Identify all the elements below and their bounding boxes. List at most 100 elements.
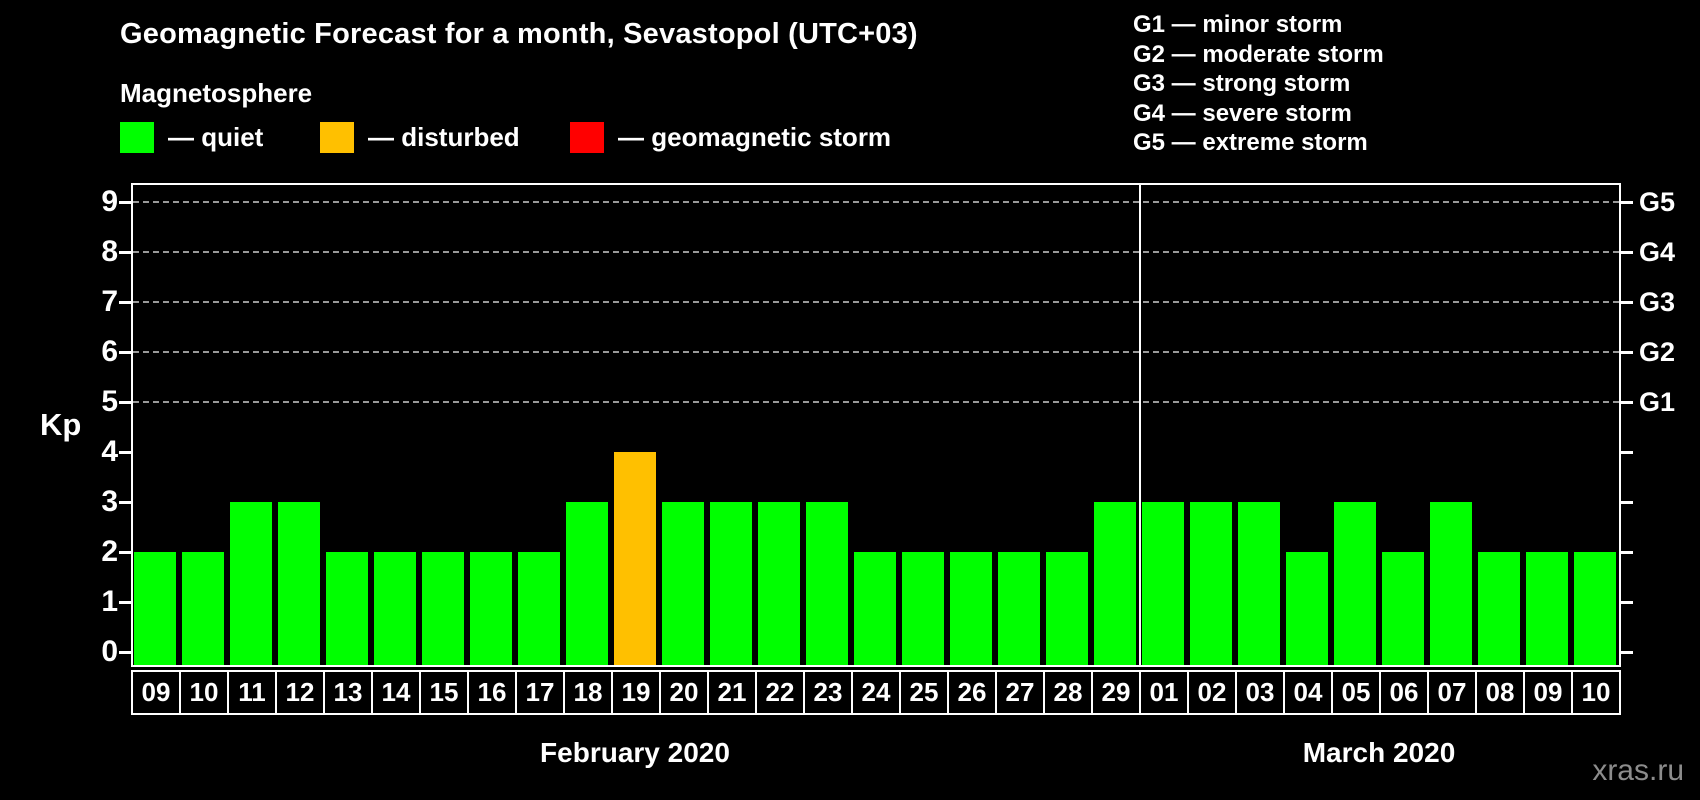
date-cell: 14 xyxy=(371,670,421,715)
right-axis-tick xyxy=(1621,351,1633,354)
g5-legend-line: G5 — extreme storm xyxy=(1133,129,1368,156)
y-tick-label: 1 xyxy=(101,585,118,618)
kp-bar xyxy=(710,502,752,665)
kp-bar xyxy=(278,502,320,665)
gridline xyxy=(133,301,1619,303)
g-level-label: G2 xyxy=(1639,337,1676,367)
kp-bar xyxy=(614,452,656,665)
month-label: March 2020 xyxy=(1302,737,1456,768)
disturbed-color-swatch xyxy=(320,121,354,153)
date-cell: 08 xyxy=(1475,670,1525,715)
date-cell: 04 xyxy=(1283,670,1333,715)
kp-bar xyxy=(1334,502,1376,665)
kp-bar xyxy=(374,552,416,665)
legend-item-quiet: — quiet xyxy=(120,120,263,154)
date-cell: 12 xyxy=(275,670,325,715)
legend-item-disturbed: — disturbed xyxy=(320,120,520,154)
date-cell: 05 xyxy=(1331,670,1381,715)
y-tick-label: 5 xyxy=(101,385,118,418)
kp-bar xyxy=(662,502,704,665)
legend-label: — disturbed xyxy=(368,121,520,152)
kp-bar xyxy=(1190,502,1232,665)
plot-area xyxy=(131,183,1621,667)
g-level-label: G1 xyxy=(1639,387,1676,417)
date-cell: 20 xyxy=(659,670,709,715)
g-level-label: G3 xyxy=(1639,287,1676,317)
legend-label: — geomagnetic storm xyxy=(618,121,892,152)
kp-bar xyxy=(1142,502,1184,665)
date-cell: 19 xyxy=(611,670,661,715)
left-axis-tick xyxy=(119,551,131,554)
date-cell: 21 xyxy=(707,670,757,715)
date-cell: 09 xyxy=(1523,670,1573,715)
kp-bar xyxy=(1574,552,1616,665)
kp-bar xyxy=(950,552,992,665)
date-cell: 26 xyxy=(947,670,997,715)
legend-label: — quiet xyxy=(168,121,264,152)
y-tick-label: 7 xyxy=(101,285,118,318)
right-axis-tick xyxy=(1621,301,1633,304)
date-cell: 09 xyxy=(131,670,181,715)
right-axis-tick xyxy=(1621,251,1633,254)
kp-bar xyxy=(518,552,560,665)
date-cell: 06 xyxy=(1379,670,1429,715)
legend-item-storm: — geomagnetic storm xyxy=(570,120,891,154)
quiet-color-swatch xyxy=(120,121,154,153)
left-axis-tick xyxy=(119,651,131,654)
month-separator xyxy=(1139,185,1141,665)
kp-bar xyxy=(566,502,608,665)
g-level-label: G5 xyxy=(1639,187,1676,217)
magnetosphere-label: Magnetosphere xyxy=(120,78,313,108)
kp-bar xyxy=(230,502,272,665)
date-cell: 23 xyxy=(803,670,853,715)
left-axis-tick xyxy=(119,251,131,254)
right-axis-tick xyxy=(1621,451,1633,454)
y-tick-label: 8 xyxy=(101,235,118,268)
right-axis-tick xyxy=(1621,201,1633,204)
left-axis-tick xyxy=(119,451,131,454)
kp-bar xyxy=(326,552,368,665)
kp-bar xyxy=(1382,552,1424,665)
date-cell: 24 xyxy=(851,670,901,715)
right-axis-tick xyxy=(1621,651,1633,654)
date-cell: 01 xyxy=(1139,670,1189,715)
gridline xyxy=(133,401,1619,403)
plot-inner xyxy=(133,185,1619,665)
g-scale-legend: G1 — minor storm G2 — moderate storm G3 … xyxy=(1133,10,1384,158)
left-axis-tick xyxy=(119,201,131,204)
right-axis-tick xyxy=(1621,501,1633,504)
kp-bar xyxy=(182,552,224,665)
g1-legend-line: G1 — minor storm xyxy=(1133,11,1343,38)
y-axis-title: Kp xyxy=(40,407,82,442)
date-cell: 07 xyxy=(1427,670,1477,715)
gridline xyxy=(133,351,1619,353)
right-axis-tick xyxy=(1621,551,1633,554)
date-cell: 11 xyxy=(227,670,277,715)
left-axis-tick xyxy=(119,501,131,504)
date-cell: 10 xyxy=(1571,670,1621,715)
g3-legend-line: G3 — strong storm xyxy=(1133,70,1351,97)
left-axis-tick xyxy=(119,401,131,404)
date-cell: 03 xyxy=(1235,670,1285,715)
date-cell: 29 xyxy=(1091,670,1141,715)
date-cell: 25 xyxy=(899,670,949,715)
y-tick-label: 6 xyxy=(101,335,118,368)
left-axis-tick xyxy=(119,301,131,304)
month-label: February 2020 xyxy=(540,737,730,768)
gridline xyxy=(133,201,1619,203)
right-axis-tick xyxy=(1621,601,1633,604)
date-cell: 27 xyxy=(995,670,1045,715)
date-cell: 16 xyxy=(467,670,517,715)
left-axis-tick xyxy=(119,351,131,354)
right-axis-tick xyxy=(1621,401,1633,404)
kp-bar xyxy=(1286,552,1328,665)
kp-bar xyxy=(1094,502,1136,665)
kp-bar xyxy=(1526,552,1568,665)
watermark: xras.ru xyxy=(1592,754,1684,787)
g-level-label: G4 xyxy=(1639,237,1676,267)
kp-bar xyxy=(1430,502,1472,665)
kp-bar xyxy=(998,552,1040,665)
left-axis-tick xyxy=(119,601,131,604)
kp-bar xyxy=(902,552,944,665)
